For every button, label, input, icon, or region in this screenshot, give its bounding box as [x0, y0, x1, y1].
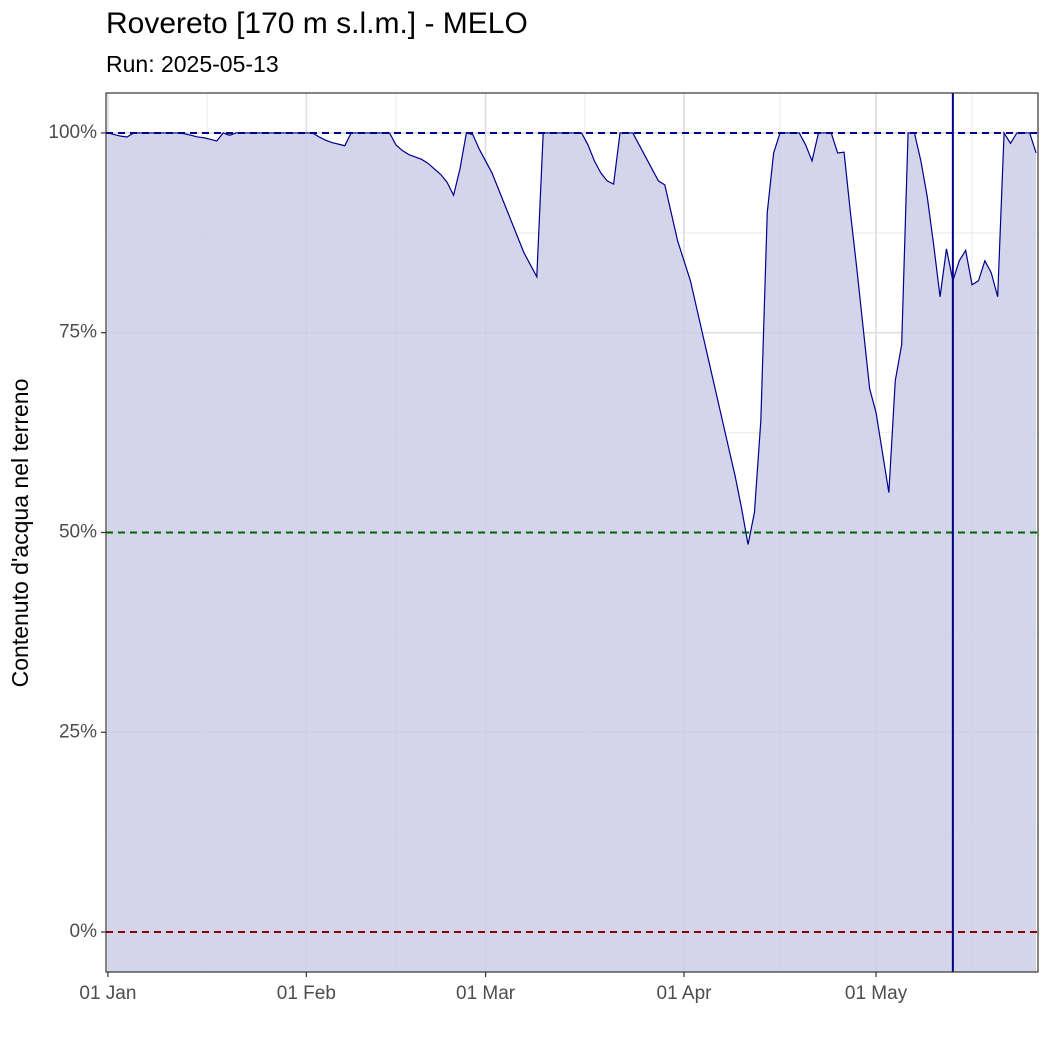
x-tick-label: 01 Feb — [277, 983, 336, 1004]
y-tick-label: 25% — [59, 721, 97, 742]
y-tick-label: 50% — [59, 522, 97, 543]
x-tick-label: 01 Apr — [657, 983, 713, 1004]
x-tick-label: 01 Mar — [456, 983, 516, 1004]
x-tick-label: 01 May — [845, 983, 908, 1004]
y-tick-label: 0% — [70, 921, 98, 942]
y-tick-label: 100% — [48, 122, 97, 143]
chart-title: Rovereto [170 m s.l.m.] - MELO — [106, 7, 528, 40]
area-fill — [107, 132, 1037, 972]
x-tick-label: 01 Jan — [79, 983, 136, 1004]
y-axis-label: Contenuto d'acqua nel terreno — [7, 379, 33, 688]
y-tick-label: 75% — [59, 322, 97, 343]
chart-subtitle: Run: 2025-05-13 — [106, 51, 279, 77]
